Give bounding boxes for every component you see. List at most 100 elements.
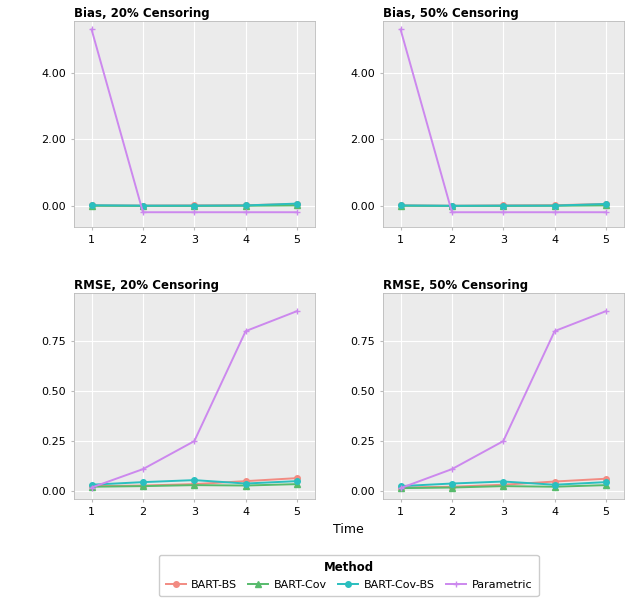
- Line: BART-Cov-BS: BART-Cov-BS: [89, 477, 300, 488]
- Parametric: [88, 484, 95, 491]
- BART-BS: [499, 481, 507, 488]
- BART-BS: [551, 478, 559, 485]
- BART-Cov-BS: [602, 200, 610, 208]
- Parametric: [397, 26, 404, 33]
- Parametric: [191, 209, 198, 216]
- BART-Cov-BS: [293, 477, 301, 485]
- BART-Cov-BS: [448, 480, 456, 487]
- Parametric: [602, 209, 610, 216]
- BART-BS: [139, 482, 147, 489]
- Parametric: [551, 209, 559, 216]
- BART-Cov-BS: [242, 202, 250, 209]
- Parametric: [191, 437, 198, 445]
- BART-Cov: [448, 484, 456, 491]
- BART-BS: [191, 480, 198, 488]
- BART-Cov: [499, 483, 507, 490]
- BART-Cov-BS: [293, 200, 301, 208]
- Parametric: [499, 437, 507, 445]
- Line: Parametric: Parametric: [398, 309, 609, 491]
- Line: BART-Cov: BART-Cov: [89, 482, 300, 489]
- Text: Time: Time: [333, 523, 364, 536]
- BART-Cov: [88, 483, 95, 491]
- Parametric: [139, 209, 147, 216]
- BART-Cov-BS: [551, 481, 559, 488]
- BART-Cov-BS: [397, 483, 404, 490]
- BART-Cov-BS: [88, 201, 95, 209]
- BART-BS: [191, 202, 198, 209]
- BART-BS: [448, 202, 456, 209]
- Line: BART-BS: BART-BS: [398, 201, 609, 209]
- Text: Bias, 20% Censoring: Bias, 20% Censoring: [74, 7, 209, 20]
- BART-BS: [88, 202, 95, 209]
- BART-Cov-BS: [139, 202, 147, 209]
- BART-Cov: [602, 482, 610, 489]
- BART-Cov-BS: [242, 480, 250, 487]
- BART-Cov: [551, 202, 559, 209]
- Line: BART-Cov-BS: BART-Cov-BS: [89, 201, 300, 208]
- BART-Cov: [191, 202, 198, 209]
- BART-Cov-BS: [88, 481, 95, 488]
- BART-Cov-BS: [191, 477, 198, 484]
- BART-Cov: [242, 202, 250, 209]
- BART-BS: [242, 201, 250, 209]
- Line: BART-Cov-BS: BART-Cov-BS: [398, 479, 609, 489]
- Line: BART-BS: BART-BS: [89, 476, 300, 489]
- BART-Cov: [139, 202, 147, 209]
- BART-BS: [293, 200, 301, 208]
- BART-Cov: [397, 485, 404, 492]
- Parametric: [242, 209, 250, 216]
- BART-BS: [397, 202, 404, 209]
- Parametric: [448, 465, 456, 473]
- BART-Cov: [293, 480, 301, 488]
- BART-BS: [293, 474, 301, 482]
- Text: Bias, 50% Censoring: Bias, 50% Censoring: [383, 7, 518, 20]
- Text: RMSE, 20% Censoring: RMSE, 20% Censoring: [74, 279, 219, 292]
- Parametric: [293, 209, 301, 216]
- Line: BART-BS: BART-BS: [89, 201, 300, 208]
- BART-Cov: [602, 202, 610, 209]
- BART-BS: [88, 483, 95, 490]
- Legend: BART-BS, BART-Cov, BART-Cov-BS, Parametric: BART-BS, BART-Cov, BART-Cov-BS, Parametr…: [159, 555, 539, 597]
- BART-Cov: [293, 202, 301, 209]
- Parametric: [499, 209, 507, 216]
- BART-BS: [551, 201, 559, 209]
- BART-BS: [139, 202, 147, 209]
- BART-Cov: [88, 202, 95, 209]
- BART-BS: [242, 477, 250, 485]
- Line: Parametric: Parametric: [89, 309, 300, 490]
- Parametric: [242, 327, 250, 335]
- BART-BS: [448, 483, 456, 491]
- BART-Cov: [397, 202, 404, 209]
- Parametric: [448, 209, 456, 216]
- BART-Cov-BS: [602, 479, 610, 486]
- BART-BS: [602, 200, 610, 208]
- Text: RMSE, 50% Censoring: RMSE, 50% Censoring: [383, 279, 528, 292]
- BART-Cov: [191, 482, 198, 489]
- Line: BART-Cov: BART-Cov: [398, 482, 609, 491]
- BART-Cov: [499, 202, 507, 209]
- BART-Cov: [242, 482, 250, 489]
- Parametric: [397, 485, 404, 492]
- BART-BS: [602, 475, 610, 482]
- Parametric: [551, 327, 559, 335]
- BART-Cov-BS: [551, 202, 559, 209]
- Parametric: [293, 307, 301, 315]
- BART-Cov: [551, 483, 559, 491]
- BART-Cov-BS: [397, 202, 404, 209]
- BART-Cov-BS: [139, 479, 147, 486]
- Line: BART-Cov: BART-Cov: [89, 203, 300, 209]
- BART-Cov: [139, 483, 147, 490]
- BART-BS: [499, 202, 507, 209]
- Line: Parametric: Parametric: [398, 27, 609, 215]
- BART-Cov-BS: [191, 202, 198, 209]
- Line: BART-BS: BART-BS: [398, 476, 609, 490]
- Parametric: [88, 26, 95, 33]
- BART-Cov-BS: [448, 202, 456, 209]
- Line: BART-Cov-BS: BART-Cov-BS: [398, 201, 609, 209]
- BART-BS: [397, 484, 404, 491]
- Line: Parametric: Parametric: [89, 27, 300, 215]
- Parametric: [139, 465, 147, 473]
- BART-Cov-BS: [499, 478, 507, 485]
- Parametric: [602, 307, 610, 315]
- BART-Cov: [448, 202, 456, 209]
